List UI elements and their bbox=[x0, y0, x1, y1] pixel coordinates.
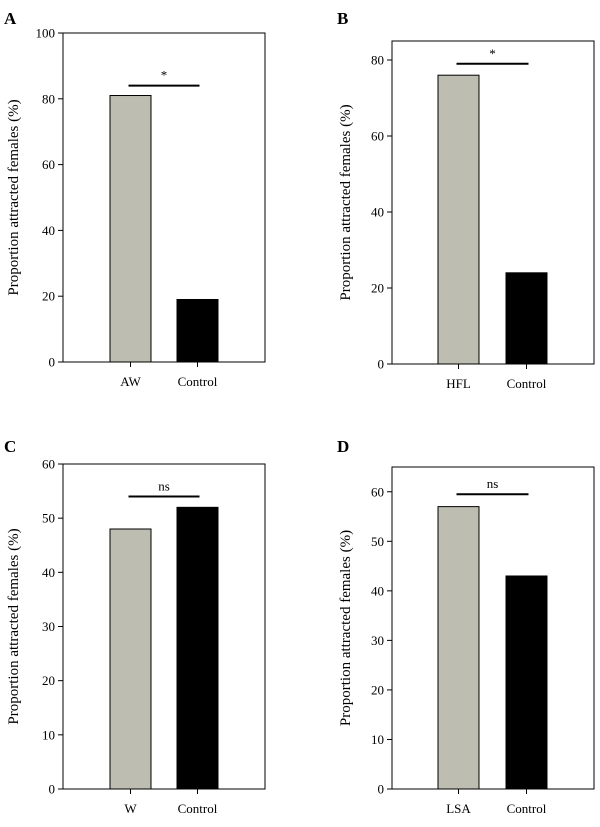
y-tick-label: 30 bbox=[42, 619, 55, 634]
y-axis-label: Proportion attracted females (%) bbox=[6, 528, 22, 724]
panel-letter: A bbox=[4, 9, 17, 28]
bar-control bbox=[505, 575, 548, 790]
y-tick-label: 0 bbox=[378, 357, 385, 372]
plot-frame bbox=[62, 32, 266, 363]
y-tick-label: 0 bbox=[49, 355, 56, 370]
y-tick-label: 60 bbox=[42, 457, 55, 472]
x-tick-label: Control bbox=[507, 376, 547, 391]
bar-control bbox=[505, 272, 548, 365]
panel-d: D 0 10 20 30 40 50 60 Proportion attracted femal… bbox=[337, 437, 595, 816]
y-tick-label: 50 bbox=[42, 511, 55, 526]
panel-letter: C bbox=[4, 437, 16, 456]
panel-letter: D bbox=[337, 437, 349, 456]
panel-b: B 0 20 40 60 80 Proportion attracted females (… bbox=[337, 9, 595, 391]
significance-label: * bbox=[161, 68, 168, 83]
x-tick-label: HFL bbox=[446, 376, 471, 391]
panel-letter: B bbox=[337, 9, 348, 28]
y-axis-label: Proportion attracted females (%) bbox=[338, 530, 354, 726]
y-tick-label: 50 bbox=[371, 534, 384, 549]
bar-control bbox=[176, 506, 219, 790]
y-tick-label: 30 bbox=[371, 633, 384, 648]
plot-frame bbox=[62, 463, 266, 790]
y-tick-label: 100 bbox=[36, 26, 56, 41]
y-tick-label: 20 bbox=[42, 673, 55, 688]
plot-frame bbox=[391, 466, 595, 790]
y-tick-label: 10 bbox=[42, 727, 55, 742]
significance-label: ns bbox=[158, 479, 170, 494]
x-tick-label: LSA bbox=[446, 801, 471, 816]
y-tick-label: 0 bbox=[49, 782, 56, 797]
x-tick-label: Control bbox=[178, 801, 218, 816]
significance-label: * bbox=[489, 46, 496, 61]
y-tick-label: 0 bbox=[378, 782, 385, 797]
y-axis-label: Proportion attracted females (%) bbox=[6, 99, 22, 295]
y-tick-label: 10 bbox=[371, 732, 384, 747]
y-tick-label: 40 bbox=[371, 205, 384, 220]
y-tick-label: 20 bbox=[371, 281, 384, 296]
y-tick-label: 40 bbox=[371, 583, 384, 598]
bar-hfl bbox=[437, 74, 480, 365]
significance-label: ns bbox=[487, 476, 499, 491]
y-tick-label: 20 bbox=[371, 682, 384, 697]
bar-lsa bbox=[437, 506, 480, 790]
y-tick-label: 40 bbox=[42, 223, 55, 238]
y-tick-label: 60 bbox=[371, 484, 384, 499]
bar-aw bbox=[109, 95, 152, 363]
plot-frame bbox=[391, 40, 595, 365]
y-tick-label: 80 bbox=[371, 53, 384, 68]
y-tick-label: 60 bbox=[42, 157, 55, 172]
y-tick-label: 80 bbox=[42, 91, 55, 106]
y-tick-label: 60 bbox=[371, 129, 384, 144]
x-tick-label: Control bbox=[178, 374, 218, 389]
panel-a: A 0 20 40 60 80 100 Proportion attracted female… bbox=[4, 9, 266, 389]
y-tick-label: 40 bbox=[42, 565, 55, 580]
x-tick-label: AW bbox=[120, 374, 141, 389]
x-tick-label: W bbox=[124, 801, 137, 816]
bar-w bbox=[109, 528, 152, 790]
x-tick-label: Control bbox=[507, 801, 547, 816]
y-axis-label: Proportion attracted females (%) bbox=[338, 104, 354, 300]
y-tick-label: 20 bbox=[42, 289, 55, 304]
bar-control bbox=[176, 298, 219, 363]
panel-c: C 0 10 20 30 40 50 60 Proportion attracted femal… bbox=[4, 437, 266, 816]
